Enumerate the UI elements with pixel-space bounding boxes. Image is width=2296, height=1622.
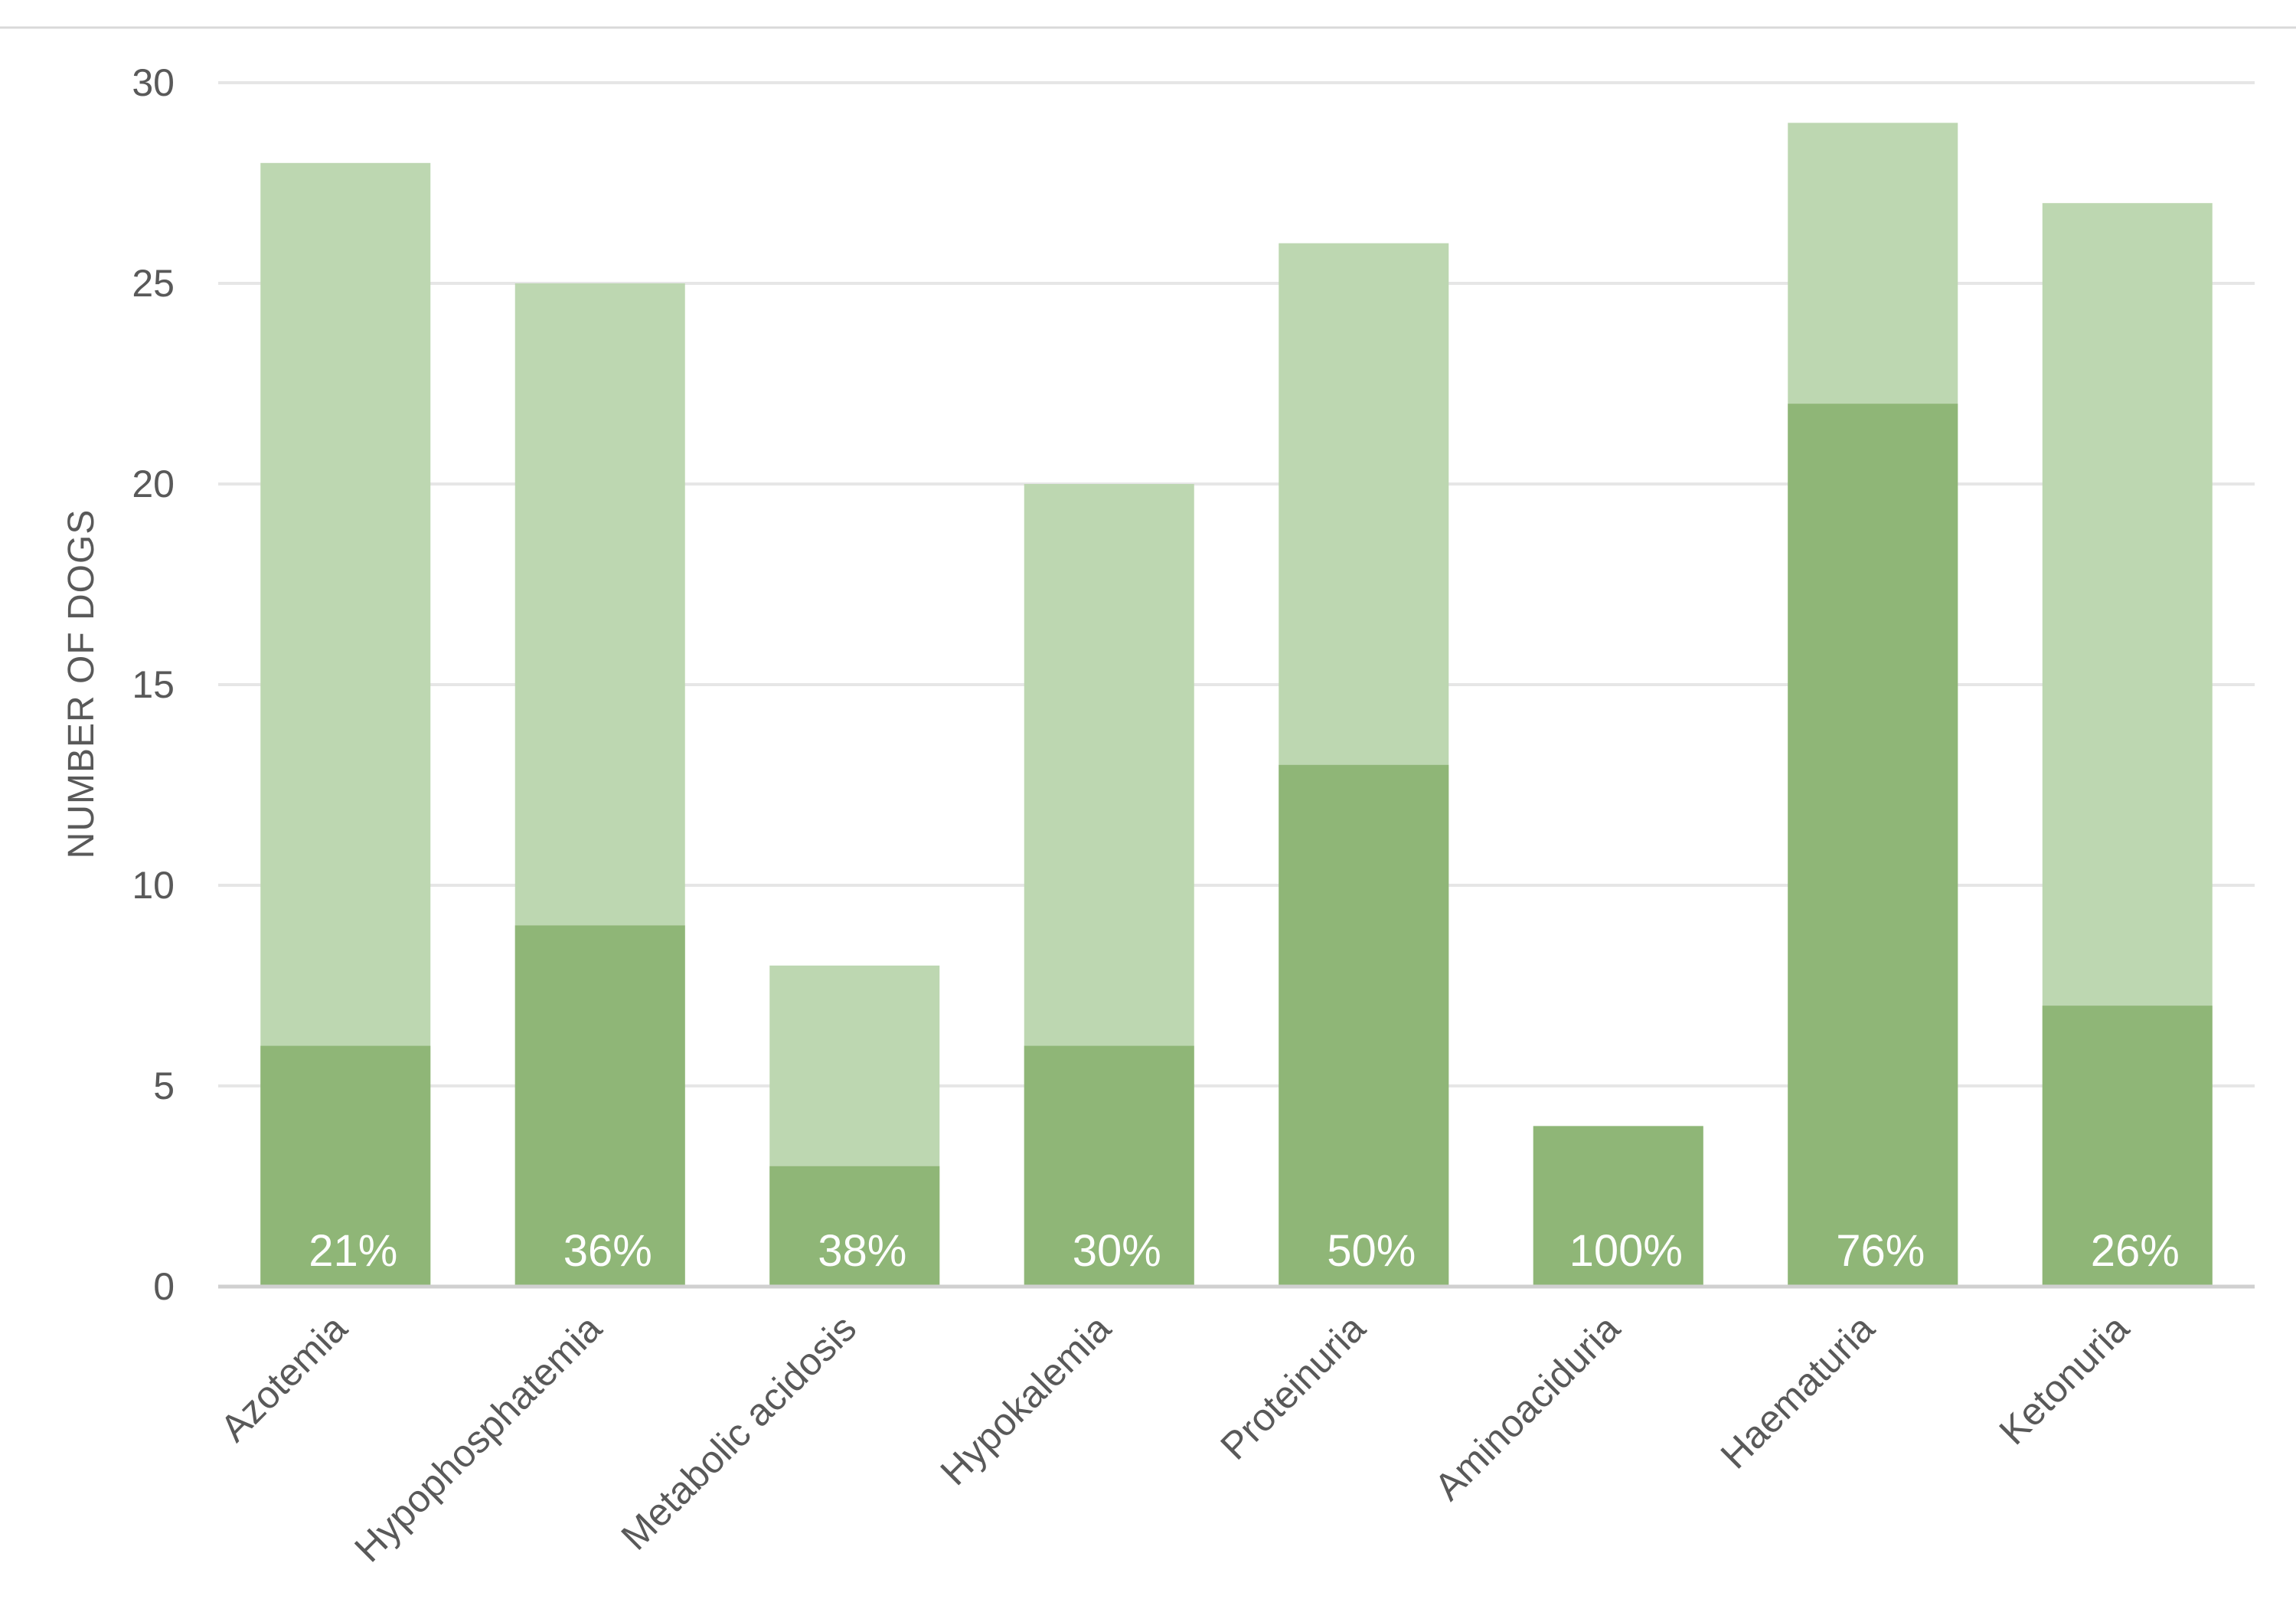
y-axis-title: NUMBER OF DOGS [61, 509, 102, 859]
bar-affected [514, 925, 685, 1287]
data-label: 36% [563, 1226, 652, 1276]
bar-affected [769, 1166, 940, 1287]
y-tick-label: 20 [132, 463, 175, 505]
x-tick-label: Haematuria [1713, 1306, 1883, 1476]
x-tick-label: Metabolic acidosis [613, 1306, 864, 1558]
x-tick-label: Aminoaciduria [1426, 1306, 1628, 1509]
y-tick-label: 30 [132, 61, 175, 104]
data-label: 38% [818, 1226, 906, 1276]
y-tick-label: 25 [132, 262, 175, 305]
data-label: 26% [2091, 1226, 2180, 1276]
x-tick-label: Hypophosphatemia [346, 1306, 609, 1570]
x-tick-label: Azotemia [212, 1306, 355, 1450]
bar-affected [2042, 1006, 2213, 1287]
x-tick-label: Hypokalemia [932, 1306, 1119, 1493]
y-tick-label: 10 [132, 864, 175, 907]
bar-affected [1024, 1045, 1194, 1287]
bar-affected [1533, 1126, 1703, 1287]
data-label: 30% [1073, 1226, 1161, 1276]
x-tick-label: Ketonuria [1991, 1306, 2138, 1453]
bar-affected [1788, 404, 1958, 1287]
bar-affected [260, 1045, 431, 1287]
data-labels: 21% 36% 38% 30% 50% 100% 76% 26% [309, 1226, 2180, 1276]
data-label: 50% [1327, 1226, 1416, 1276]
y-tick-label: 0 [153, 1265, 175, 1308]
y-tick-label: 5 [153, 1064, 175, 1107]
x-tick-label: Proteinuria [1212, 1306, 1373, 1468]
data-label: 100% [1569, 1226, 1683, 1276]
bars [260, 123, 2213, 1287]
data-label: 21% [309, 1226, 397, 1276]
data-label: 76% [1836, 1226, 1925, 1276]
y-tick-label: 15 [132, 663, 175, 706]
y-axis-ticks: 0 5 10 15 20 25 30 [132, 61, 175, 1308]
bar-affected [1279, 764, 1449, 1287]
